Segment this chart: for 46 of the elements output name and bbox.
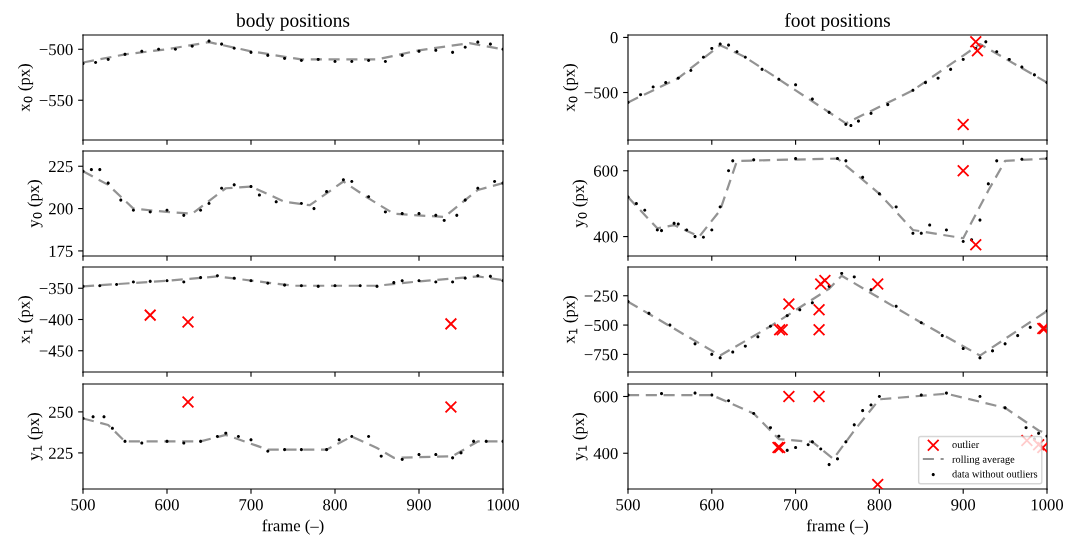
y-tick-label: −450 xyxy=(39,345,73,357)
legend-label: outlier xyxy=(952,440,980,449)
y-axis-title: x$_{1}$ (px) xyxy=(17,296,34,344)
legend-label: data without outliers xyxy=(952,470,1038,478)
y-tick-label: 400 xyxy=(593,231,618,243)
y-axis-title: x$_{0}$ (px) xyxy=(17,64,34,112)
y-tick-label: −250 xyxy=(584,290,618,302)
chart-title: foot positions xyxy=(784,12,890,31)
y-tick-label: −500 xyxy=(584,87,618,99)
y-tick-label: −400 xyxy=(39,314,73,326)
y-tick-label: −500 xyxy=(584,319,618,332)
y-axis-title: x$_{1}$ (px) xyxy=(562,296,579,344)
y-tick-label: 225 xyxy=(49,160,73,173)
x-axis-title: frame (–) xyxy=(262,519,324,535)
y-tick-label: −550 xyxy=(39,94,73,107)
y-tick-label: 0 xyxy=(610,32,618,44)
y-tick-label: −750 xyxy=(584,349,618,361)
y-tick-label: 600 xyxy=(593,165,618,177)
x-tick-label: 1000 xyxy=(1031,499,1064,511)
x-tick-label: 800 xyxy=(867,499,892,511)
y-tick-label: 400 xyxy=(593,447,618,460)
x-tick-label: 600 xyxy=(700,499,724,511)
x-axis-title: frame (–) xyxy=(806,519,868,535)
x-tick-label: 1000 xyxy=(487,499,520,511)
y-axis-title: y$_{0}$ (px) xyxy=(572,180,588,228)
legend-label: rolling average xyxy=(952,455,1015,465)
y-tick-label: 225 xyxy=(49,447,73,459)
y-tick-label: 250 xyxy=(49,406,73,418)
y-axis-title: y$_{1}$ (px) xyxy=(27,413,43,461)
x-tick-label: 800 xyxy=(323,499,347,511)
x-tick-label: 500 xyxy=(71,499,95,511)
y-axis-title: y$_{0}$ (px) xyxy=(27,180,43,228)
x-tick-label: 900 xyxy=(951,499,976,511)
chart-title: body positions xyxy=(236,13,350,31)
y-axis-title: x$_{0}$ (px) xyxy=(562,64,579,112)
x-tick-label: 700 xyxy=(784,499,808,511)
y-tick-label: 200 xyxy=(49,203,73,215)
x-tick-label: 900 xyxy=(407,499,431,511)
x-tick-label: 500 xyxy=(616,499,640,511)
y-tick-label: −350 xyxy=(39,282,73,295)
y-axis-title: y$_{1}$ (px) xyxy=(572,413,588,461)
y-tick-label: 600 xyxy=(593,391,618,403)
y-tick-label: 175 xyxy=(49,245,73,257)
x-tick-label: 700 xyxy=(239,499,263,511)
y-tick-label: −500 xyxy=(39,43,73,56)
x-tick-label: 600 xyxy=(155,499,179,511)
